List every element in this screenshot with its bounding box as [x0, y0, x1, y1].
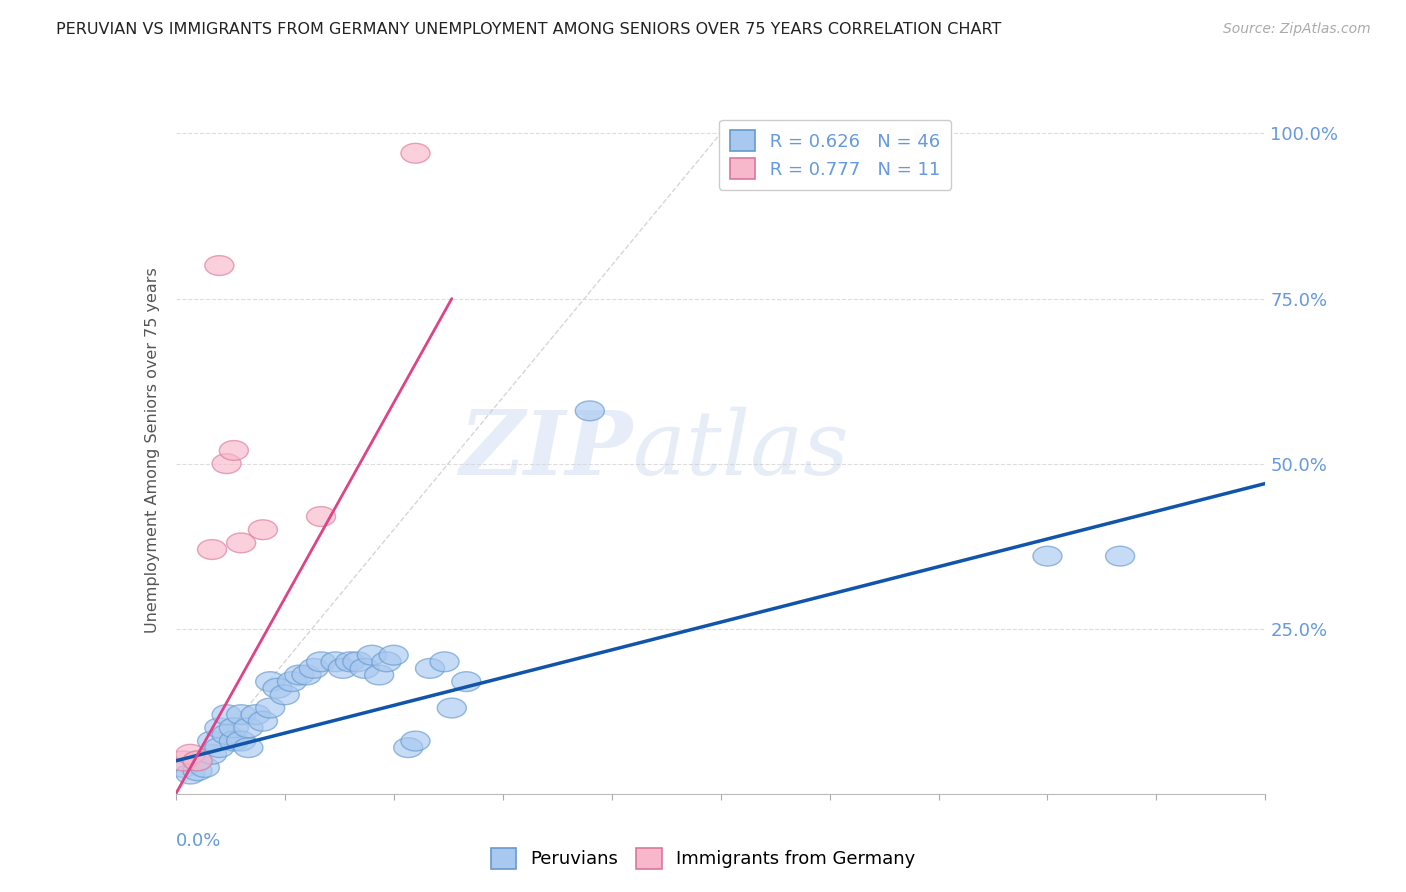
Ellipse shape: [249, 711, 277, 731]
Ellipse shape: [437, 698, 467, 718]
Ellipse shape: [183, 751, 212, 771]
Ellipse shape: [197, 540, 226, 559]
Ellipse shape: [219, 441, 249, 460]
Ellipse shape: [401, 731, 430, 751]
Ellipse shape: [307, 652, 336, 672]
Legend: Peruvians, Immigrants from Germany: Peruvians, Immigrants from Germany: [484, 840, 922, 876]
Ellipse shape: [249, 520, 277, 540]
Ellipse shape: [226, 533, 256, 553]
Ellipse shape: [242, 705, 270, 724]
Ellipse shape: [169, 751, 197, 771]
Ellipse shape: [357, 645, 387, 665]
Ellipse shape: [1105, 546, 1135, 566]
Ellipse shape: [292, 665, 321, 685]
Ellipse shape: [205, 256, 233, 276]
Ellipse shape: [307, 507, 336, 526]
Ellipse shape: [1033, 546, 1062, 566]
Ellipse shape: [575, 401, 605, 421]
Ellipse shape: [277, 672, 307, 691]
Ellipse shape: [270, 685, 299, 705]
Ellipse shape: [176, 764, 205, 784]
Ellipse shape: [183, 761, 212, 780]
Ellipse shape: [226, 705, 256, 724]
Ellipse shape: [256, 698, 284, 718]
Ellipse shape: [285, 665, 314, 685]
Ellipse shape: [256, 672, 284, 691]
Ellipse shape: [183, 751, 212, 771]
Ellipse shape: [371, 652, 401, 672]
Ellipse shape: [343, 652, 371, 672]
Ellipse shape: [350, 658, 380, 678]
Ellipse shape: [205, 718, 233, 738]
Legend:  R = 0.626   N = 46,  R = 0.777   N = 11: R = 0.626 N = 46, R = 0.777 N = 11: [718, 120, 952, 190]
Ellipse shape: [364, 665, 394, 685]
Ellipse shape: [394, 738, 423, 757]
Ellipse shape: [212, 454, 242, 474]
Text: 0.0%: 0.0%: [176, 831, 221, 850]
Ellipse shape: [416, 658, 444, 678]
Ellipse shape: [299, 658, 329, 678]
Ellipse shape: [380, 645, 408, 665]
Ellipse shape: [169, 757, 197, 777]
Ellipse shape: [263, 678, 292, 698]
Ellipse shape: [205, 738, 233, 757]
Ellipse shape: [197, 731, 226, 751]
Ellipse shape: [197, 744, 226, 764]
Ellipse shape: [451, 672, 481, 691]
Ellipse shape: [219, 718, 249, 738]
Y-axis label: Unemployment Among Seniors over 75 years: Unemployment Among Seniors over 75 years: [145, 268, 160, 633]
Ellipse shape: [233, 718, 263, 738]
Ellipse shape: [212, 724, 242, 744]
Ellipse shape: [321, 652, 350, 672]
Text: atlas: atlas: [633, 407, 849, 494]
Ellipse shape: [226, 731, 256, 751]
Text: ZIP: ZIP: [460, 408, 633, 493]
Ellipse shape: [233, 738, 263, 757]
Ellipse shape: [190, 757, 219, 777]
Ellipse shape: [430, 652, 458, 672]
Text: PERUVIAN VS IMMIGRANTS FROM GERMANY UNEMPLOYMENT AMONG SENIORS OVER 75 YEARS COR: PERUVIAN VS IMMIGRANTS FROM GERMANY UNEM…: [56, 22, 1001, 37]
Ellipse shape: [219, 731, 249, 751]
Text: Source: ZipAtlas.com: Source: ZipAtlas.com: [1223, 22, 1371, 37]
Ellipse shape: [212, 705, 242, 724]
Ellipse shape: [328, 658, 357, 678]
Ellipse shape: [401, 144, 430, 163]
Ellipse shape: [176, 744, 205, 764]
Ellipse shape: [336, 652, 364, 672]
